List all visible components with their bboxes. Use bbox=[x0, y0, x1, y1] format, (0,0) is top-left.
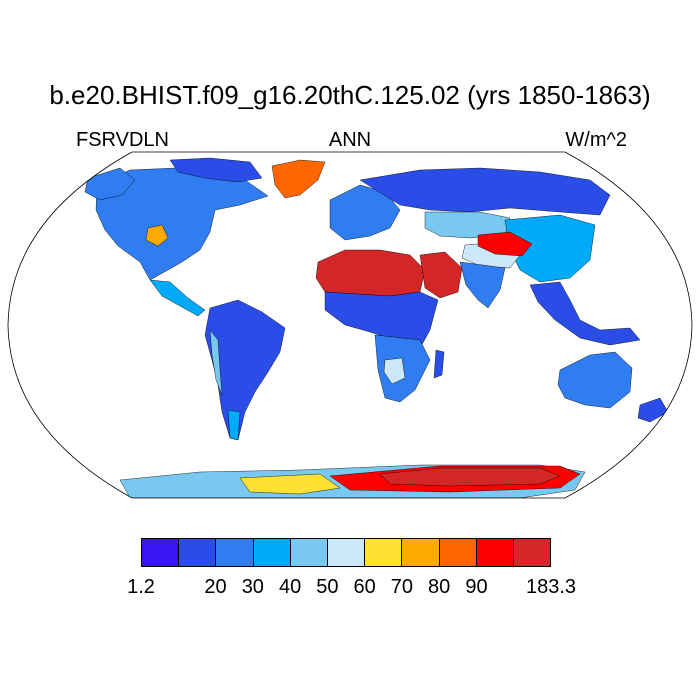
colorbar-swatch bbox=[402, 539, 440, 566]
colorbar-swatch bbox=[513, 539, 551, 566]
colorbar-tick-label: 60 bbox=[353, 576, 376, 598]
colorbar-swatch bbox=[290, 539, 328, 566]
europe bbox=[329, 184, 401, 241]
colorbar-tick-label: 1.2 bbox=[127, 576, 155, 598]
colorbar-swatch bbox=[365, 539, 403, 566]
globe-outline bbox=[7, 151, 693, 499]
patagonia bbox=[227, 409, 241, 441]
alaska bbox=[84, 167, 136, 201]
australia bbox=[557, 351, 633, 409]
colorbar-tick-label: 30 bbox=[241, 576, 264, 598]
greenland bbox=[271, 159, 326, 199]
plot-title: b.e20.BHIST.f09_g16.20thC.125.02 (yrs 18… bbox=[49, 80, 651, 110]
antarctica-west bbox=[239, 473, 341, 495]
colorbar-swatch bbox=[327, 539, 366, 566]
colorbar-tick-label: 80 bbox=[428, 576, 451, 598]
colorbar bbox=[141, 538, 551, 567]
colorbar-swatch bbox=[253, 539, 291, 566]
russia bbox=[359, 167, 611, 216]
taklamakan-desert bbox=[477, 231, 533, 257]
andes bbox=[209, 329, 223, 396]
mexico bbox=[149, 279, 206, 317]
colorbar-swatch bbox=[439, 539, 477, 566]
us-southwest-hotspot bbox=[145, 224, 169, 247]
india bbox=[459, 261, 506, 309]
southeast-asia bbox=[529, 281, 641, 346]
units-label: W/m^2 bbox=[565, 129, 627, 151]
new-zealand bbox=[637, 397, 669, 423]
colorbar-tick-label: 90 bbox=[465, 576, 488, 598]
sahara bbox=[315, 249, 426, 297]
kalahari bbox=[383, 357, 406, 385]
colorbar-tick-label: 183.3 bbox=[525, 576, 577, 598]
colorbar-swatch bbox=[476, 539, 514, 566]
colorbar-tick-label: 20 bbox=[204, 576, 227, 598]
canadian-arctic bbox=[169, 157, 263, 183]
antarctica-plateau bbox=[379, 467, 561, 487]
colorbar-swatch bbox=[142, 539, 180, 566]
arabian-peninsula bbox=[419, 251, 463, 299]
colorbar-tick-label: 70 bbox=[390, 576, 414, 598]
colorbar-swatch bbox=[216, 539, 254, 566]
colorbar-swatch bbox=[179, 539, 217, 566]
colorbar-tick-label: 50 bbox=[316, 576, 339, 598]
variable-label: FSRVDLN bbox=[76, 129, 169, 151]
colorbar-tick-label: 40 bbox=[278, 576, 302, 598]
period-label: ANN bbox=[328, 129, 372, 151]
madagascar bbox=[433, 349, 445, 379]
